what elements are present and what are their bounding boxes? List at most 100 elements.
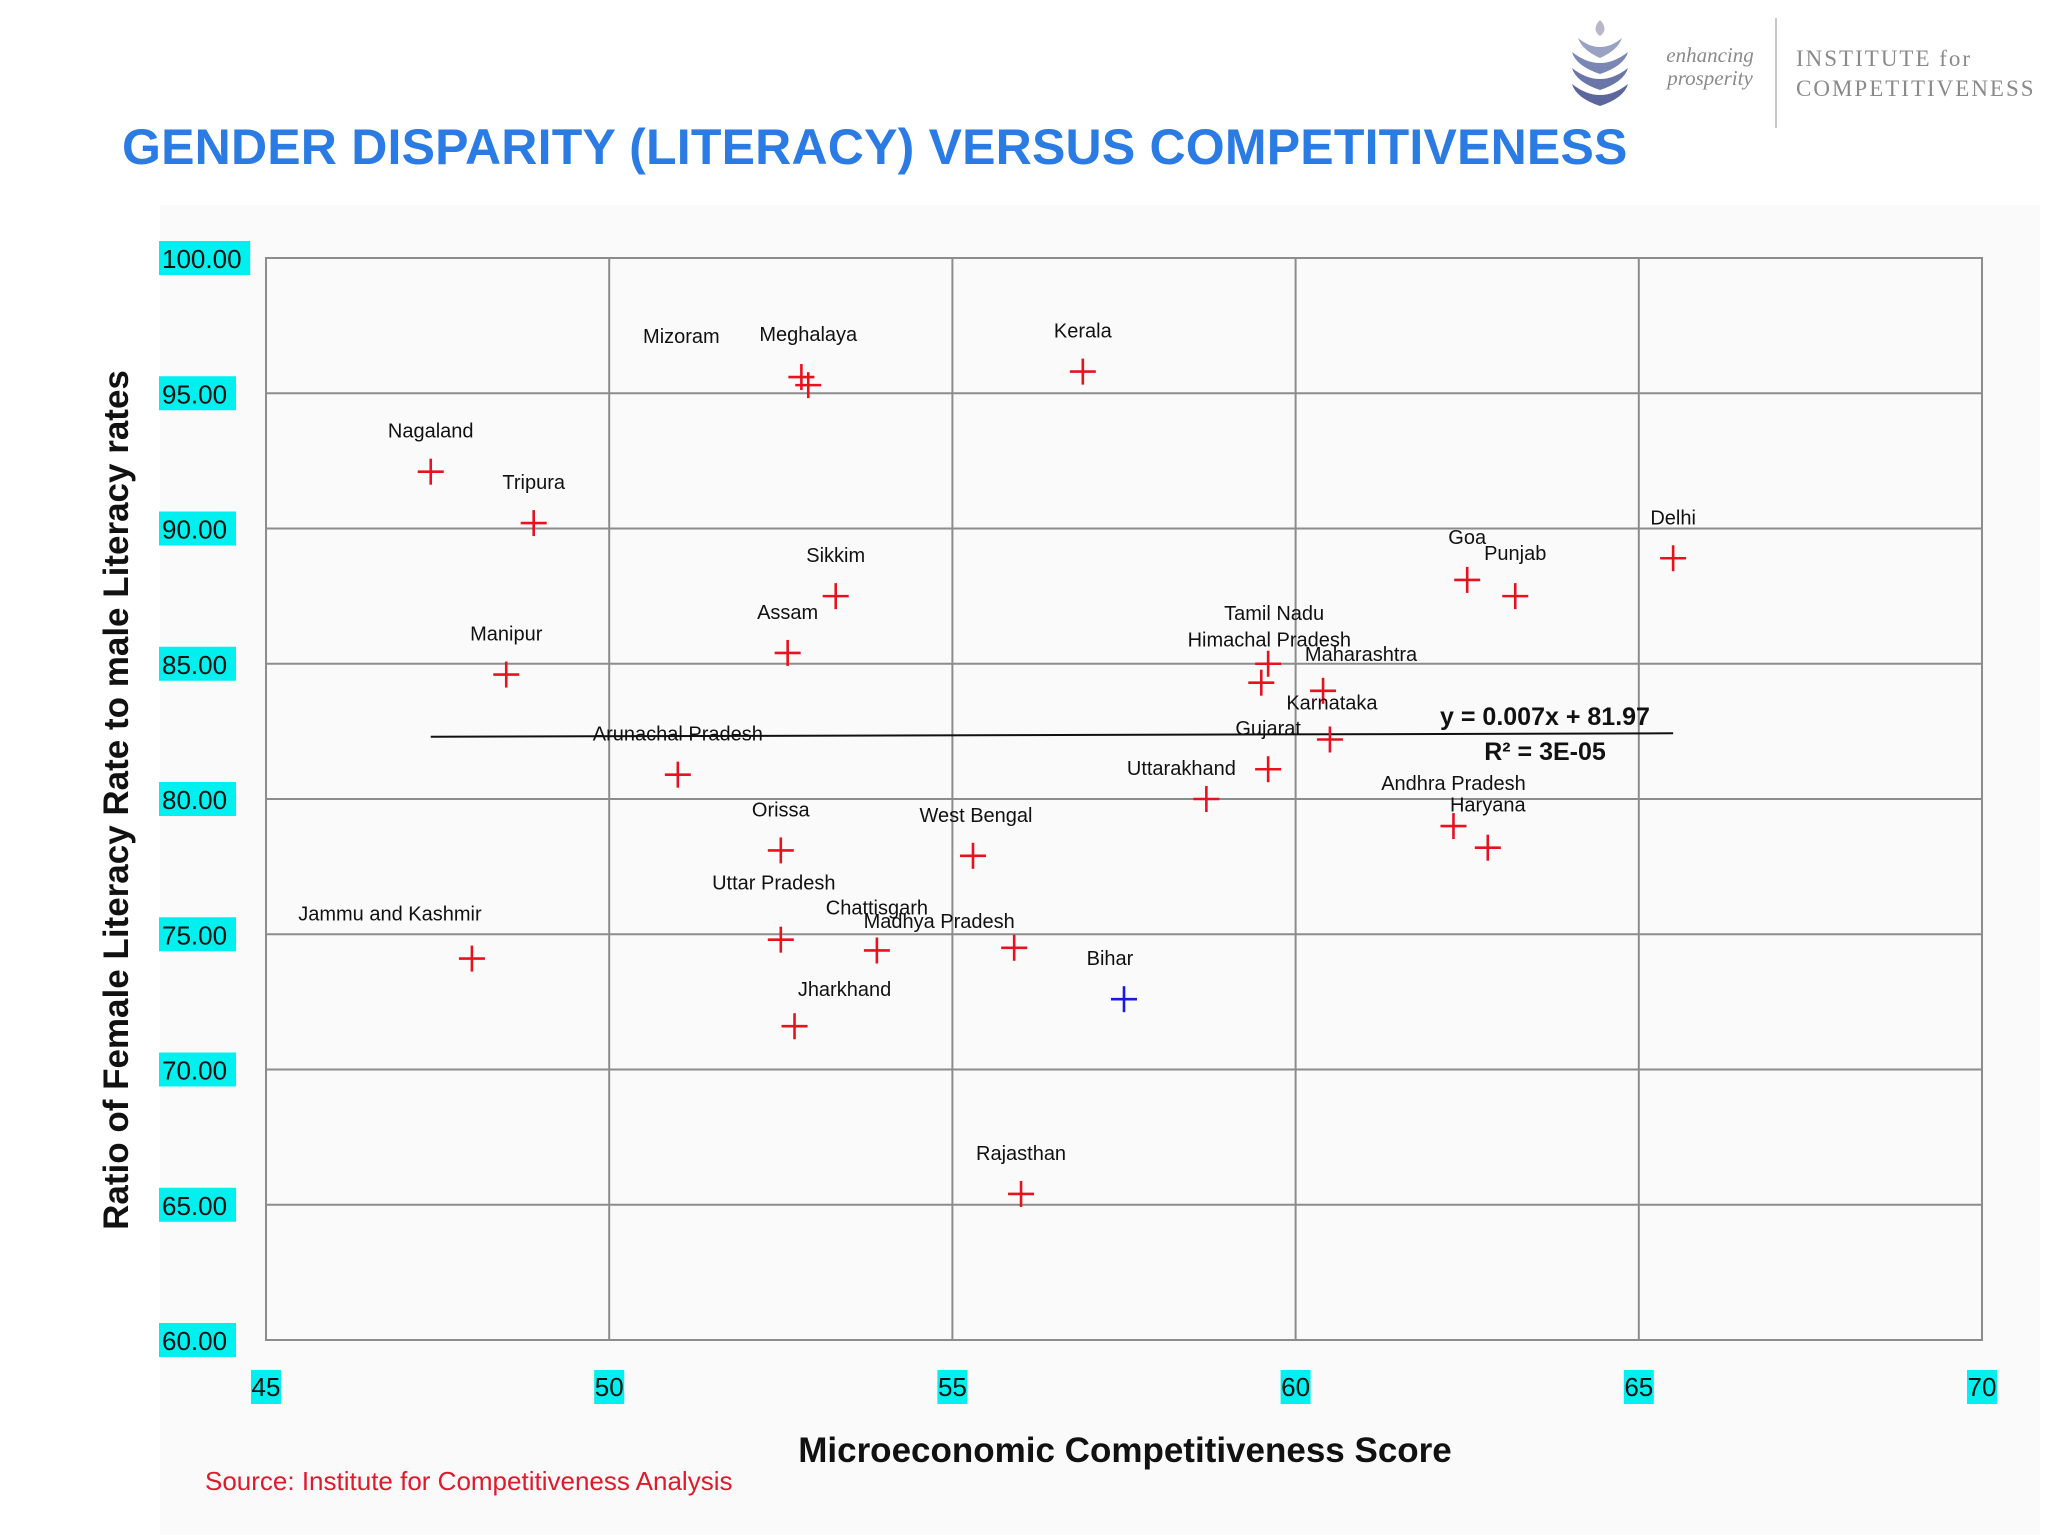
trendline-equation: y = 0.007x + 81.97 [1440, 703, 1650, 731]
x-tick-highlight [1967, 1370, 1997, 1404]
y-tick-label: 75.00 [162, 920, 227, 950]
data-point-label: Delhi [1650, 507, 1696, 529]
x-tick-highlight [594, 1370, 625, 1404]
data-point-label: Jammu and Kashmir [298, 904, 482, 926]
y-tick-highlight [159, 646, 236, 681]
data-point-label: Tripura [502, 472, 565, 494]
y-tick-highlight [159, 917, 236, 952]
x-tick-label: 50 [595, 1372, 624, 1402]
data-point: Himachal Pradesh [1188, 630, 1351, 696]
data-point-label: Uttarakhand [1127, 758, 1236, 780]
y-tick-label: 85.00 [162, 650, 227, 680]
source-note: Source: Institute for Competitiveness An… [205, 1466, 733, 1496]
x-axis-label: Microeconomic Competitiveness Score [798, 1431, 1452, 1470]
trendline [430, 732, 1674, 738]
data-point-label: Meghalaya [759, 324, 858, 346]
data-point-label: Orissa [752, 799, 811, 821]
data-point-label: West Bengal [919, 805, 1032, 827]
data-point-label: Arunachal Pradesh [593, 724, 763, 746]
data-point: Arunachal Pradesh [593, 724, 763, 788]
data-point-label: Andhra Pradesh [1381, 773, 1526, 795]
y-tick-label: 60.00 [162, 1326, 227, 1356]
data-point-label: Haryana [1450, 795, 1526, 817]
data-point-label: Karnataka [1286, 692, 1378, 714]
data-point-label: Uttar Pradesh [712, 873, 835, 895]
chart-area [160, 205, 2040, 1535]
y-tick-highlight [159, 1187, 236, 1222]
logo-tagline-line1: enhancing [1666, 43, 1754, 67]
y-tick-highlight [159, 511, 236, 546]
data-point: Uttar Pradesh [712, 873, 835, 953]
data-point: Karnataka [1286, 692, 1378, 753]
y-tick-label: 100.00 [162, 244, 242, 274]
y-tick-highlight [159, 1323, 236, 1357]
data-point: Bihar [1087, 948, 1137, 1013]
data-point-label: Sikkim [806, 545, 865, 567]
y-tick-highlight [159, 376, 236, 411]
data-point-label: Madhya Pradesh [864, 911, 1015, 933]
stacked-leaf-emblem-icon [1572, 20, 1628, 106]
data-point: Goa [1448, 527, 1487, 593]
data-point-label: Himachal Pradesh [1188, 630, 1351, 652]
data-point-label: Assam [757, 602, 818, 624]
page-title: GENDER DISPARITY (LITERACY) VERSUS COMPE… [122, 119, 1628, 175]
x-tick-highlight [1280, 1370, 1311, 1404]
data-point-label: Mizoram [643, 326, 720, 348]
data-point-label: Gujarat [1235, 718, 1301, 740]
data-point: Haryana [1450, 795, 1526, 861]
data-point: Andhra Pradesh [1381, 773, 1526, 840]
data-point: Tamil Nadu [1224, 603, 1324, 677]
y-tick-label: 70.00 [162, 1056, 227, 1086]
data-point-label: Kerala [1054, 321, 1113, 343]
y-tick-label: 65.00 [162, 1191, 227, 1221]
data-point-label: Nagaland [388, 421, 474, 443]
x-tick-label: 55 [938, 1372, 967, 1402]
data-point: Meghalaya [759, 324, 858, 399]
y-tick-highlight [159, 782, 236, 816]
data-point-label: Bihar [1087, 948, 1134, 970]
logo-name: INSTITUTE for COMPETITIVENESS [1796, 44, 2048, 104]
data-point: Jharkhand [781, 979, 891, 1040]
x-tick-label: 60 [1281, 1372, 1310, 1402]
data-point-label: Punjab [1484, 543, 1546, 565]
data-point: Uttarakhand [1127, 758, 1236, 812]
x-tick-highlight [251, 1370, 281, 1404]
logo-divider [1775, 18, 1777, 128]
data-point-label: Rajasthan [976, 1143, 1066, 1165]
data-point: Jammu and Kashmir [298, 904, 485, 972]
data-point: Assam [757, 602, 818, 666]
data-point-label: Goa [1448, 527, 1487, 549]
tick-labels: 60.00 65.00 70.00 75.00 80.00 85.00 90.00 95.00… [159, 241, 1997, 1404]
data-points: Mizoram Meghalaya Kerala Nagaland Tripura Sik… [298, 321, 1696, 1207]
logo-name-line1: INSTITUTE for [1796, 46, 1973, 71]
data-point: Nagaland [388, 421, 474, 485]
data-point: Delhi [1650, 507, 1696, 572]
logo-name-line2: COMPETITIVENESS [1796, 76, 2036, 101]
y-tick-label: 95.00 [162, 379, 227, 409]
data-point: Gujarat [1235, 718, 1301, 783]
x-tick-highlight [937, 1370, 968, 1404]
data-point: Punjab [1484, 543, 1546, 610]
y-tick-label: 80.00 [162, 785, 227, 815]
y-tick-label: 90.00 [162, 515, 227, 545]
data-point: West Bengal [919, 805, 1033, 869]
data-point: Manipur [470, 624, 543, 688]
y-tick-highlight [159, 241, 251, 275]
trendline-r-squared: R² = 3E-05 [1484, 738, 1606, 766]
data-point-label: Manipur [470, 624, 543, 646]
data-point-label: Maharashtra [1305, 644, 1418, 666]
data-point: Tripura [502, 472, 566, 537]
y-tick-highlight [159, 1052, 236, 1087]
data-point: Orissa [752, 799, 811, 864]
logo-tagline-line2: prosperity [1667, 66, 1753, 90]
trendline-annotation: y = 0.007x + 81.97 R² = 3E-05 [1440, 703, 1650, 766]
data-point-label: Jharkhand [798, 979, 891, 1001]
y-axis-label: Ratio of Female Literacy Rate to male Li… [97, 370, 136, 1230]
x-tick-label: 70 [1968, 1372, 1997, 1402]
data-point: Kerala [1054, 321, 1113, 385]
data-point: Maharashtra [1305, 644, 1418, 704]
data-point: Sikkim [806, 545, 865, 610]
data-point: Madhya Pradesh [864, 911, 1028, 961]
x-tick-highlight [1623, 1370, 1654, 1404]
